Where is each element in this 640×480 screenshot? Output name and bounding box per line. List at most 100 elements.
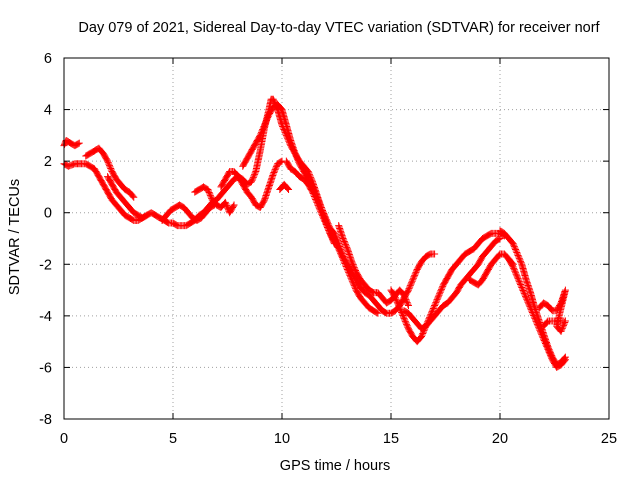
x-tick-label: 15 <box>383 431 399 447</box>
satellite-track-12 <box>505 255 569 371</box>
data-point <box>523 297 531 305</box>
data-point <box>511 244 519 252</box>
data-point <box>527 306 535 314</box>
data-point <box>343 265 351 273</box>
satellite-track-9 <box>400 235 504 333</box>
data-point <box>347 273 355 281</box>
data-point <box>532 316 540 324</box>
data-point <box>322 219 330 227</box>
satellite-track-3 <box>104 173 151 222</box>
data-point <box>431 300 439 308</box>
data-point <box>264 114 272 122</box>
data-point <box>514 275 522 283</box>
data-point <box>558 324 566 332</box>
data-point <box>318 212 326 220</box>
data-point <box>512 246 520 254</box>
data-point <box>535 325 543 333</box>
data-point <box>526 303 534 311</box>
data-point <box>525 301 533 309</box>
data-point <box>340 258 348 266</box>
data-point <box>530 311 538 319</box>
y-tick-label: 0 <box>44 206 52 222</box>
data-point <box>392 295 400 303</box>
data-point <box>344 267 352 275</box>
data-point <box>544 345 552 353</box>
data-point <box>310 193 318 201</box>
data-point <box>373 309 381 317</box>
data-point <box>404 300 412 308</box>
data-point <box>402 296 410 304</box>
data-point <box>513 273 521 281</box>
data-point <box>229 202 237 210</box>
data-point <box>536 326 544 334</box>
data-point <box>129 192 137 200</box>
data-point <box>509 240 517 248</box>
data-point <box>533 320 541 328</box>
y-axis-label: SDTVAR / TECUs <box>7 179 23 295</box>
data-point <box>518 285 526 293</box>
data-point <box>206 191 214 199</box>
data-point <box>269 170 277 178</box>
data-point <box>433 296 441 304</box>
data-point <box>342 261 350 269</box>
data-point <box>312 197 320 205</box>
data-point <box>205 188 213 196</box>
data-point <box>510 241 518 249</box>
data-point <box>538 332 546 340</box>
data-point <box>340 237 348 245</box>
data-point <box>350 264 358 272</box>
data-point <box>402 319 410 327</box>
data-point <box>335 245 343 253</box>
data-point <box>517 282 525 290</box>
y-tick-label: -4 <box>39 309 52 325</box>
data-point <box>350 282 358 290</box>
data-point <box>412 268 420 276</box>
data-point <box>523 295 531 303</box>
data-point <box>308 176 316 184</box>
data-point <box>429 306 437 314</box>
data-point <box>106 163 114 171</box>
data-point <box>401 316 409 324</box>
data-point <box>514 251 522 259</box>
data-point <box>74 140 82 148</box>
data-point <box>251 170 259 178</box>
data-point <box>528 309 536 317</box>
x-tick-label: 10 <box>274 431 290 447</box>
data-point <box>342 262 350 270</box>
data-point <box>516 256 524 264</box>
data-point <box>527 304 535 312</box>
data-point <box>522 292 530 300</box>
data-point <box>512 247 520 255</box>
data-point <box>315 204 323 212</box>
data-point <box>522 294 530 302</box>
data-point <box>262 118 270 126</box>
data-point <box>105 160 113 168</box>
data-point <box>323 223 331 231</box>
data-point <box>348 258 356 266</box>
data-point <box>540 322 548 330</box>
data-point <box>348 277 356 285</box>
data-point <box>311 194 319 202</box>
data-point <box>346 271 354 279</box>
data-point <box>313 198 321 206</box>
data-point <box>272 164 280 172</box>
data-point <box>337 249 345 257</box>
data-point <box>315 203 323 211</box>
data-point <box>256 131 264 139</box>
data-point <box>536 328 544 336</box>
data-point <box>257 128 265 136</box>
data-point <box>559 323 567 331</box>
data-point <box>540 335 548 343</box>
data-point <box>277 158 285 166</box>
data-point <box>513 272 521 280</box>
plot-frame <box>63 57 610 420</box>
data-point <box>404 286 412 294</box>
data-point <box>323 222 331 230</box>
data-point <box>221 198 229 206</box>
data-point <box>510 266 518 274</box>
data-point <box>517 259 525 267</box>
data-point <box>428 307 436 315</box>
data-point <box>517 257 525 265</box>
data-point <box>320 215 328 223</box>
